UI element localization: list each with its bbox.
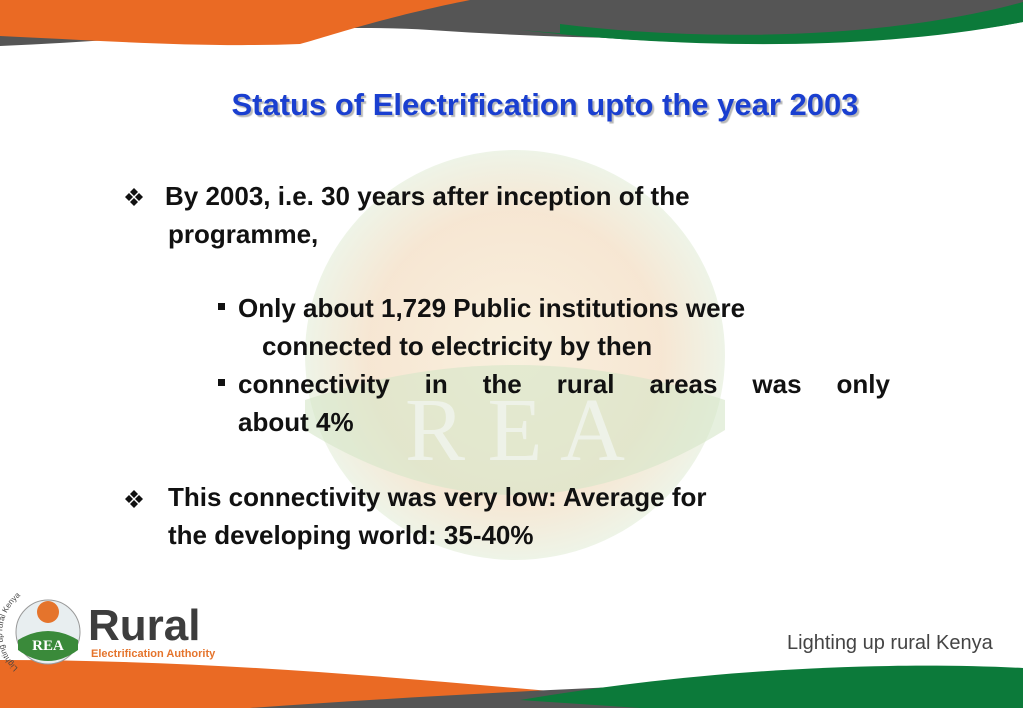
bullet-icon: [125, 188, 143, 206]
bottom-band-green: [520, 665, 1023, 708]
logo-sun: [37, 601, 59, 623]
logo-subtitle: Electrification Authority: [91, 648, 216, 660]
bottom-band-orange: [0, 660, 1023, 708]
sub-bullet-text: connected to electricity by then: [262, 331, 653, 361]
top-band-orange: [0, 0, 470, 46]
bullet-text: the developing world: 35-40%: [168, 520, 534, 550]
watermark-field: [305, 365, 725, 495]
bullet-text: programme,: [168, 219, 319, 249]
bullet-text: By 2003, i.e. 30 years after inception o…: [165, 181, 690, 211]
bullet-icon: [125, 490, 143, 508]
bullet-text: This connectivity was very low: Average …: [168, 482, 707, 512]
logo-name: Rural: [88, 601, 200, 650]
slide-title: Status of Electrification upto the year …: [231, 87, 859, 122]
sub-bullet-text: about 4%: [238, 407, 354, 437]
logo-emblem-text: REA: [32, 638, 64, 654]
logo-field: [18, 631, 78, 661]
tagline: Lighting up rural Kenya: [787, 632, 993, 654]
top-band-green-2: [560, 2, 1023, 44]
sub-bullet-icon: [218, 379, 225, 386]
watermark-text: R E A: [405, 381, 625, 480]
sub-bullet-text: connectivity in the rural areas was only: [238, 369, 890, 399]
sub-bullet-icon: [218, 303, 225, 310]
sub-bullet-text: Only about 1,729 Public institutions wer…: [238, 293, 746, 323]
